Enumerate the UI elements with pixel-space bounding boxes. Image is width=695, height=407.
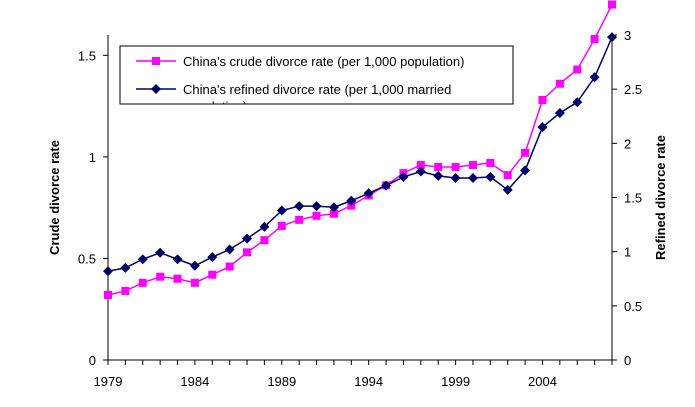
left-tick-label: 1 — [89, 150, 96, 165]
legend-entries: China's crude divorce rate (per 1,000 po… — [136, 54, 464, 114]
data-point — [416, 161, 425, 169]
data-point — [434, 163, 443, 172]
left-axis-title: Crude divorce rate — [47, 140, 62, 255]
data-point — [103, 266, 113, 277]
right-tick-label: 2 — [624, 136, 631, 151]
data-point — [363, 188, 374, 199]
legend-swatch-marker — [152, 57, 160, 65]
data-point — [120, 262, 131, 273]
data-point — [520, 165, 531, 176]
data-point — [450, 173, 461, 183]
left-tick-label: 0.5 — [78, 251, 96, 266]
data-point — [537, 122, 548, 133]
data-point — [312, 211, 321, 220]
data-point — [538, 96, 547, 104]
x-tick-label: 1999 — [441, 374, 470, 389]
data-point — [346, 195, 357, 206]
right-tick-label: 3 — [624, 28, 631, 43]
data-point — [502, 184, 513, 195]
data-point — [172, 254, 183, 265]
x-tick-label: 1989 — [267, 374, 296, 389]
data-point — [555, 79, 564, 88]
data-point — [433, 170, 444, 181]
data-point — [329, 209, 338, 218]
data-point — [415, 166, 426, 177]
data-point — [259, 221, 270, 232]
data-point — [260, 236, 269, 245]
data-point — [328, 202, 339, 213]
data-point — [295, 215, 304, 224]
data-point — [208, 270, 217, 279]
data-point — [121, 286, 130, 295]
x-tick-label: 1984 — [180, 374, 209, 389]
data-point — [156, 272, 165, 281]
legend-label: China's crude divorce rate (per 1,000 po… — [183, 54, 464, 69]
data-point — [572, 97, 583, 108]
legend: China's crude divorce rate (per 1,000 po… — [119, 45, 514, 114]
legend-label: China's refined divorce rate (per 1,000 … — [183, 82, 451, 114]
data-point — [311, 201, 322, 212]
data-point — [521, 148, 530, 157]
left-tick-label: 1.5 — [78, 48, 96, 63]
legend-item-2: China's refined divorce rate (per 1,000 … — [136, 82, 451, 114]
series-layer — [103, 0, 617, 299]
right-tick-label: 2.5 — [624, 82, 642, 97]
data-point — [467, 173, 478, 183]
data-point — [189, 260, 200, 271]
right-tick-label: 1.5 — [624, 191, 642, 206]
data-point — [138, 278, 147, 287]
data-point — [224, 244, 235, 255]
x-tick-label: 1979 — [94, 374, 123, 389]
series-2 — [103, 32, 617, 277]
legend-swatch-marker — [151, 84, 161, 94]
right-tick-label: 0.5 — [624, 299, 642, 314]
data-point — [451, 163, 460, 172]
data-point — [485, 171, 496, 182]
data-point — [589, 72, 600, 83]
data-point — [607, 32, 617, 43]
data-point — [225, 262, 234, 271]
x-tick-label: 1994 — [354, 374, 383, 389]
data-point — [398, 171, 409, 182]
data-point — [104, 291, 112, 299]
x-tick-label: 2004 — [528, 374, 557, 389]
data-point — [294, 201, 305, 212]
data-point — [137, 254, 148, 265]
data-point — [277, 221, 286, 230]
data-point — [242, 233, 253, 244]
data-point — [190, 278, 199, 287]
data-point — [468, 161, 477, 169]
right-tick-label: 1 — [624, 245, 631, 260]
data-point — [276, 205, 287, 216]
legend-item-1: China's crude divorce rate (per 1,000 po… — [136, 54, 464, 69]
axes: 0 0.5 1 1.5 0 0.5 1 1.5 2 2.5 3 1979 1984 1989 1994 199… — [47, 28, 668, 389]
data-point — [207, 252, 218, 263]
data-point — [486, 158, 495, 167]
data-point — [155, 247, 166, 258]
data-point — [573, 65, 582, 74]
right-tick-label: 0 — [624, 353, 631, 368]
data-point — [173, 274, 182, 283]
data-point — [381, 180, 392, 191]
data-point — [554, 108, 565, 118]
data-point — [503, 171, 512, 180]
left-tick-label: 0 — [89, 353, 96, 368]
data-point — [243, 248, 252, 257]
series-1 — [104, 0, 616, 299]
data-point — [608, 0, 616, 9]
legend-box — [119, 45, 514, 105]
data-point — [590, 35, 599, 44]
right-axis-title: Refined divorce rate — [653, 135, 668, 260]
